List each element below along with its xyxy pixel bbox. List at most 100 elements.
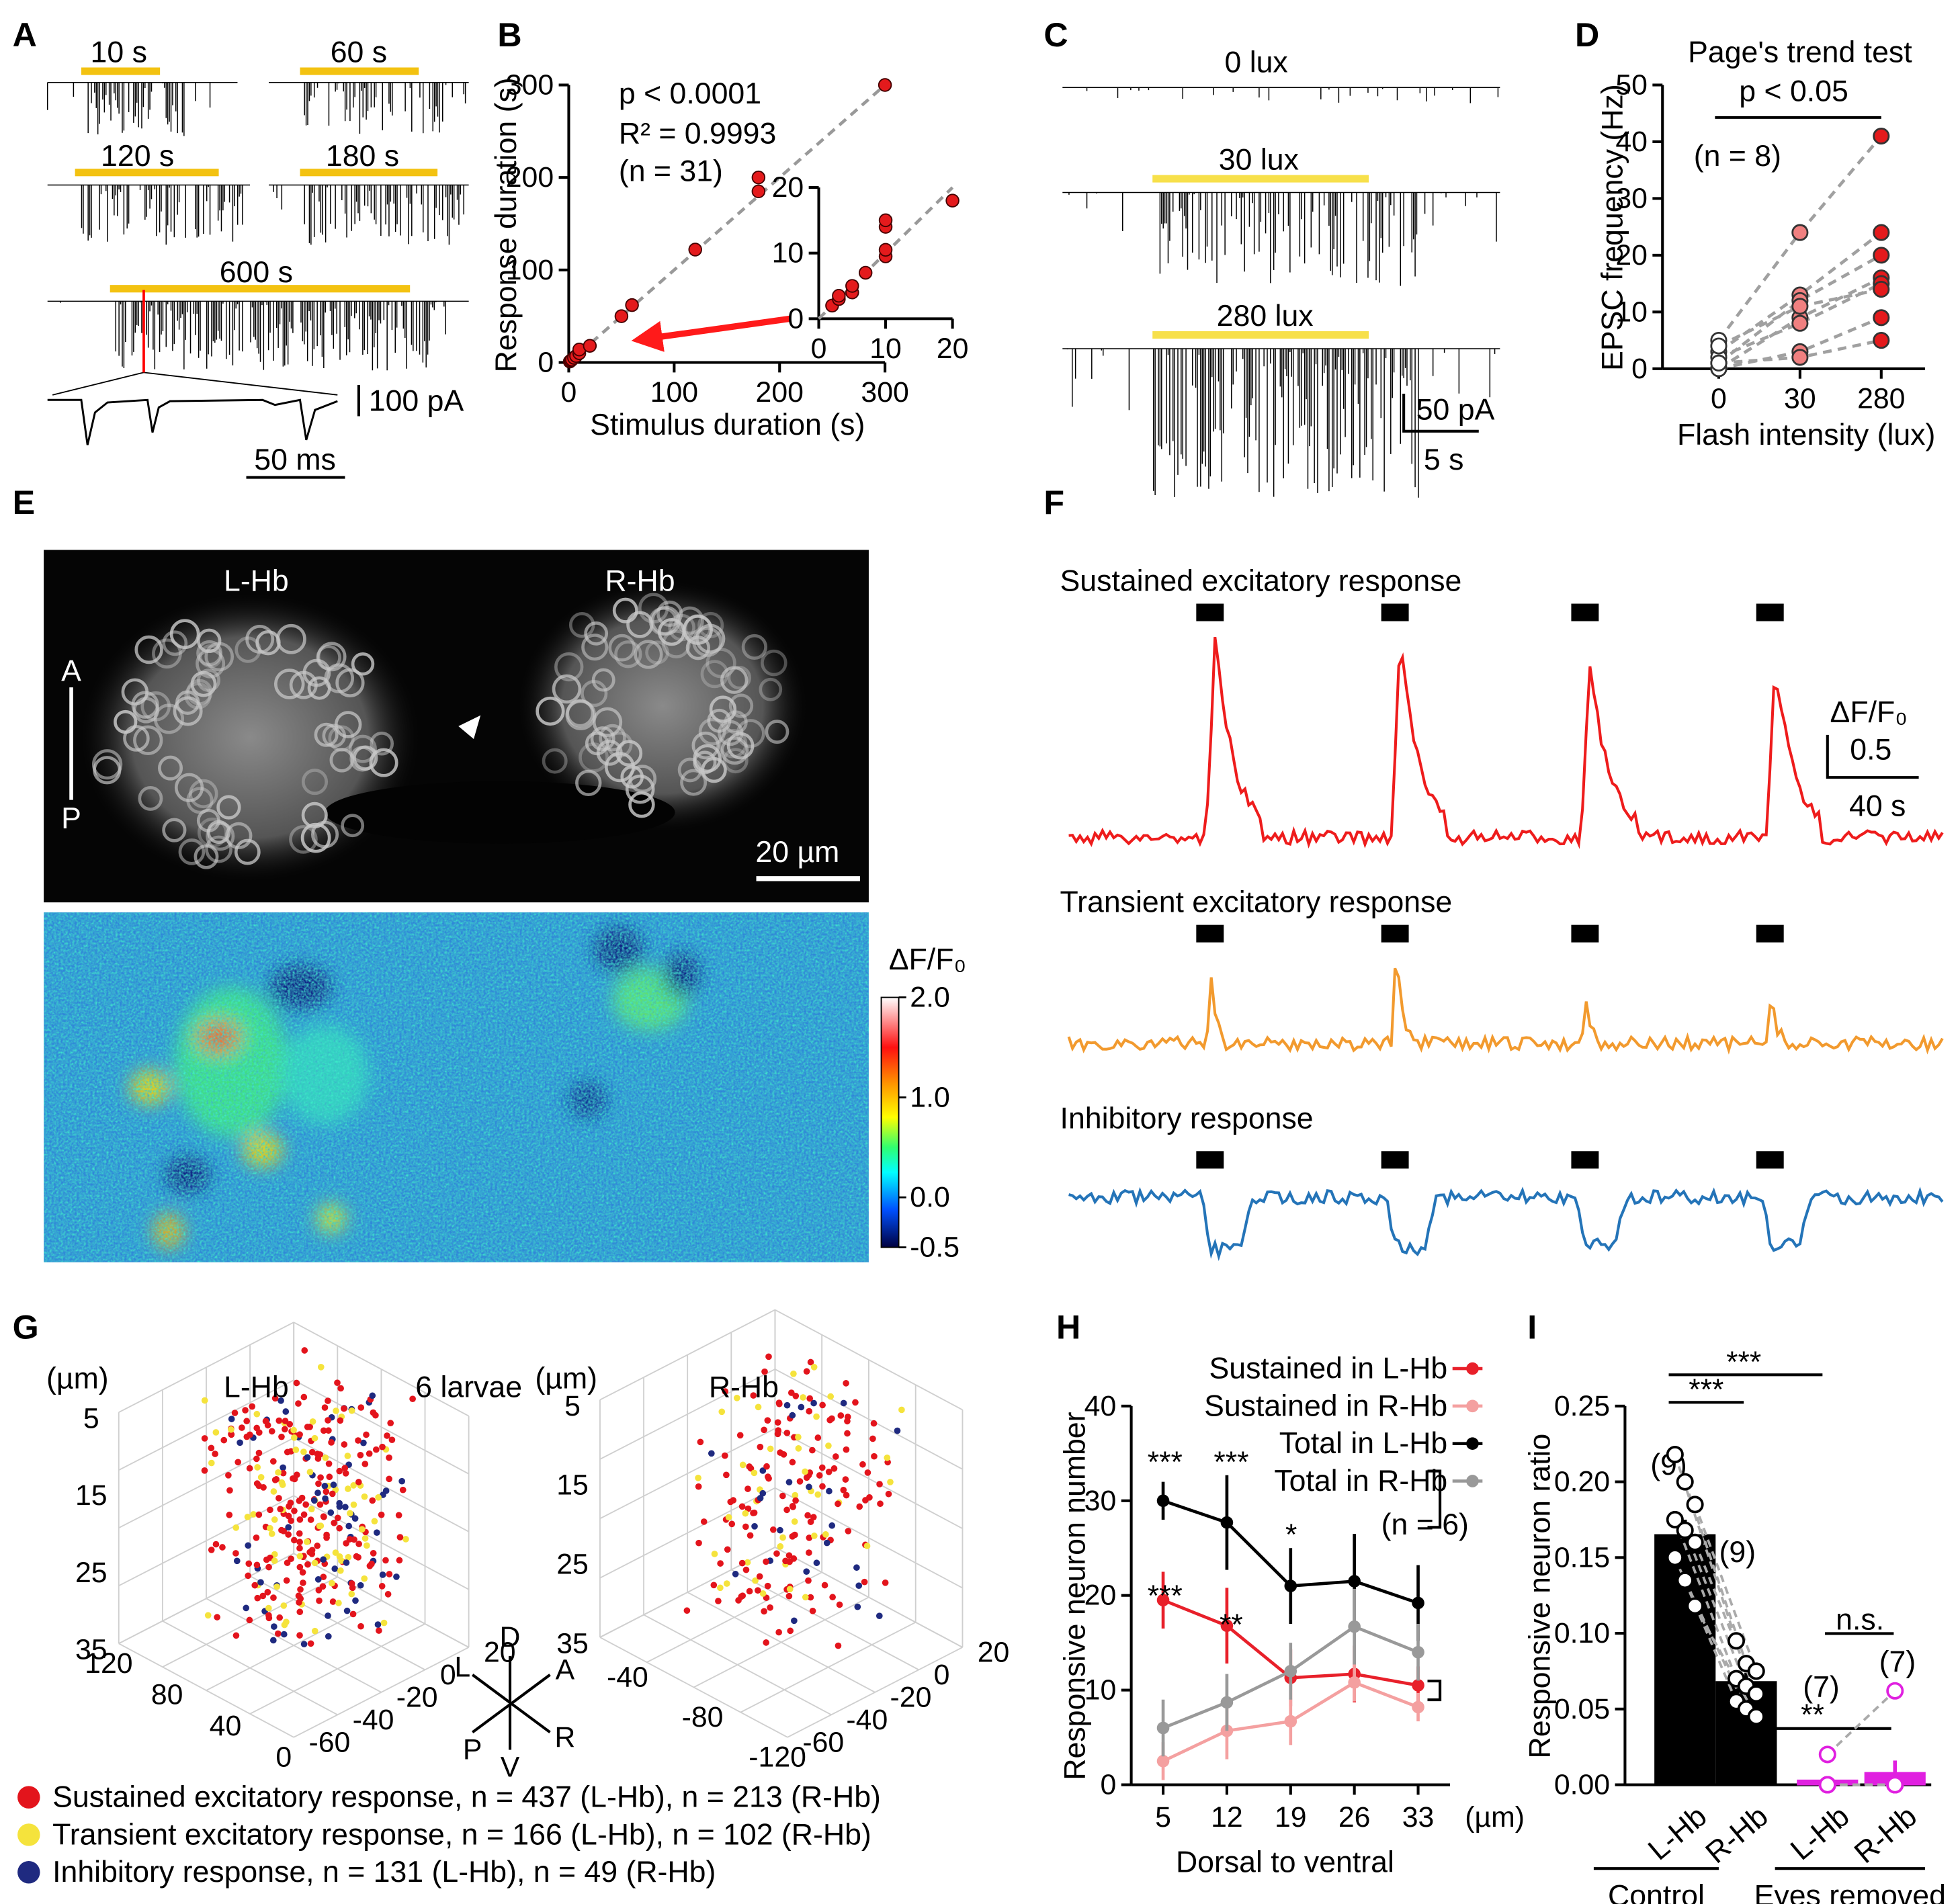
cell-dot <box>323 1488 330 1496</box>
cell-dot <box>242 1407 249 1414</box>
cell-dot <box>723 1471 730 1479</box>
cell-dot <box>306 1549 313 1556</box>
y-tick-label: 20 <box>1084 1580 1117 1612</box>
cell-dot <box>300 1641 308 1648</box>
y-tick-label: 0 <box>1100 1769 1116 1801</box>
cell-dot <box>278 1397 284 1404</box>
panel-letter: F <box>1043 484 1064 521</box>
trace <box>1068 1186 1944 1262</box>
cell-dot <box>243 1418 251 1425</box>
cell-dot <box>810 1399 817 1407</box>
cell <box>196 648 226 679</box>
x-tick-label: -80 <box>682 1701 724 1733</box>
cell <box>645 640 669 664</box>
cell <box>138 786 163 811</box>
cell <box>700 660 729 689</box>
scale-label: 50 pA <box>1416 394 1495 427</box>
cell <box>197 817 228 848</box>
point <box>1873 247 1890 264</box>
cell-dot <box>350 1482 357 1489</box>
cell-dot <box>364 1542 370 1549</box>
cell-dot <box>297 1586 304 1593</box>
y-tick-label: 40 <box>1084 1390 1117 1422</box>
colorbar-tick-label: -0.5 <box>910 1231 960 1264</box>
cell-dot <box>255 1449 263 1457</box>
cell <box>584 621 609 646</box>
cell-dot <box>337 1567 344 1574</box>
cell-dot <box>853 1564 860 1571</box>
cell-dot <box>708 1450 715 1457</box>
cell-dot <box>253 1410 261 1418</box>
cell-dot <box>325 1460 333 1467</box>
cell-dot <box>246 1616 253 1624</box>
cell <box>133 725 163 755</box>
cell <box>314 722 339 747</box>
cell-dot <box>303 1539 310 1545</box>
x-tick-label: 120 <box>85 1647 132 1680</box>
paired-line <box>1717 253 1882 365</box>
cell-dot <box>322 1455 329 1461</box>
cell-dot <box>769 1526 777 1533</box>
point <box>878 78 892 92</box>
cell-dot <box>395 1512 402 1519</box>
label: A <box>61 654 81 687</box>
cell-dot <box>327 1509 335 1516</box>
cell-dot <box>247 1431 253 1438</box>
cell-dot <box>386 1571 393 1577</box>
cell-dot <box>346 1536 353 1543</box>
cell <box>724 710 748 734</box>
cell <box>728 693 754 718</box>
cell-dot <box>301 1347 308 1354</box>
grid-3d <box>293 1322 470 1417</box>
legend-label: Total in R-Hb <box>1274 1465 1447 1498</box>
point <box>845 279 859 293</box>
cell-dot <box>260 1484 267 1491</box>
cell-dot <box>871 1453 878 1460</box>
y-tick-label: 0.15 <box>1554 1541 1610 1573</box>
cell-dot <box>751 1469 758 1477</box>
cell-dot <box>296 1498 303 1504</box>
cell-dot <box>322 1495 329 1502</box>
cell-dot <box>887 1479 894 1485</box>
cell-dot <box>284 1559 291 1567</box>
grid-3d <box>293 1553 470 1648</box>
legend-marker <box>1466 1437 1479 1450</box>
cell-dot <box>840 1487 847 1494</box>
point <box>1686 1597 1704 1615</box>
cell-dot <box>374 1621 382 1628</box>
cell-dot <box>304 1454 311 1461</box>
cell-dot <box>765 1353 772 1360</box>
cell-dot <box>331 1519 337 1526</box>
cell <box>736 719 765 748</box>
cell-dot <box>761 1426 767 1434</box>
point <box>1412 1645 1424 1659</box>
cell-dot <box>854 1603 861 1610</box>
point <box>945 193 960 208</box>
cell <box>638 593 669 623</box>
cell-dot <box>267 1506 273 1514</box>
y-tick-label: 0.20 <box>1554 1466 1610 1498</box>
cell-dot <box>744 1485 751 1492</box>
y-axis-label: Responsive neuron ratio <box>1523 1434 1556 1759</box>
cell-dot <box>775 1399 783 1406</box>
cell-dot <box>795 1445 802 1452</box>
cell-dot <box>361 1461 369 1467</box>
x-tick-label: -120 <box>749 1741 806 1774</box>
cell-dot <box>835 1500 841 1508</box>
cell-dot <box>321 1513 327 1520</box>
cell-dot <box>796 1478 804 1485</box>
cell-dot <box>869 1435 876 1442</box>
direction-label: D <box>500 1621 521 1653</box>
cell-dot <box>321 1404 329 1411</box>
point <box>1818 1745 1836 1764</box>
cell-dot <box>876 1481 883 1487</box>
annotation: (n = 31) <box>619 155 723 187</box>
cell-dot <box>296 1563 304 1571</box>
x-tick-label: R-Hb <box>1699 1800 1774 1870</box>
significance: *** <box>1148 1580 1183 1612</box>
stimulus-bar <box>1196 603 1224 621</box>
cell <box>173 696 203 726</box>
cell-dot <box>384 1432 390 1439</box>
cell <box>677 757 703 783</box>
cell-dot <box>296 1553 304 1560</box>
